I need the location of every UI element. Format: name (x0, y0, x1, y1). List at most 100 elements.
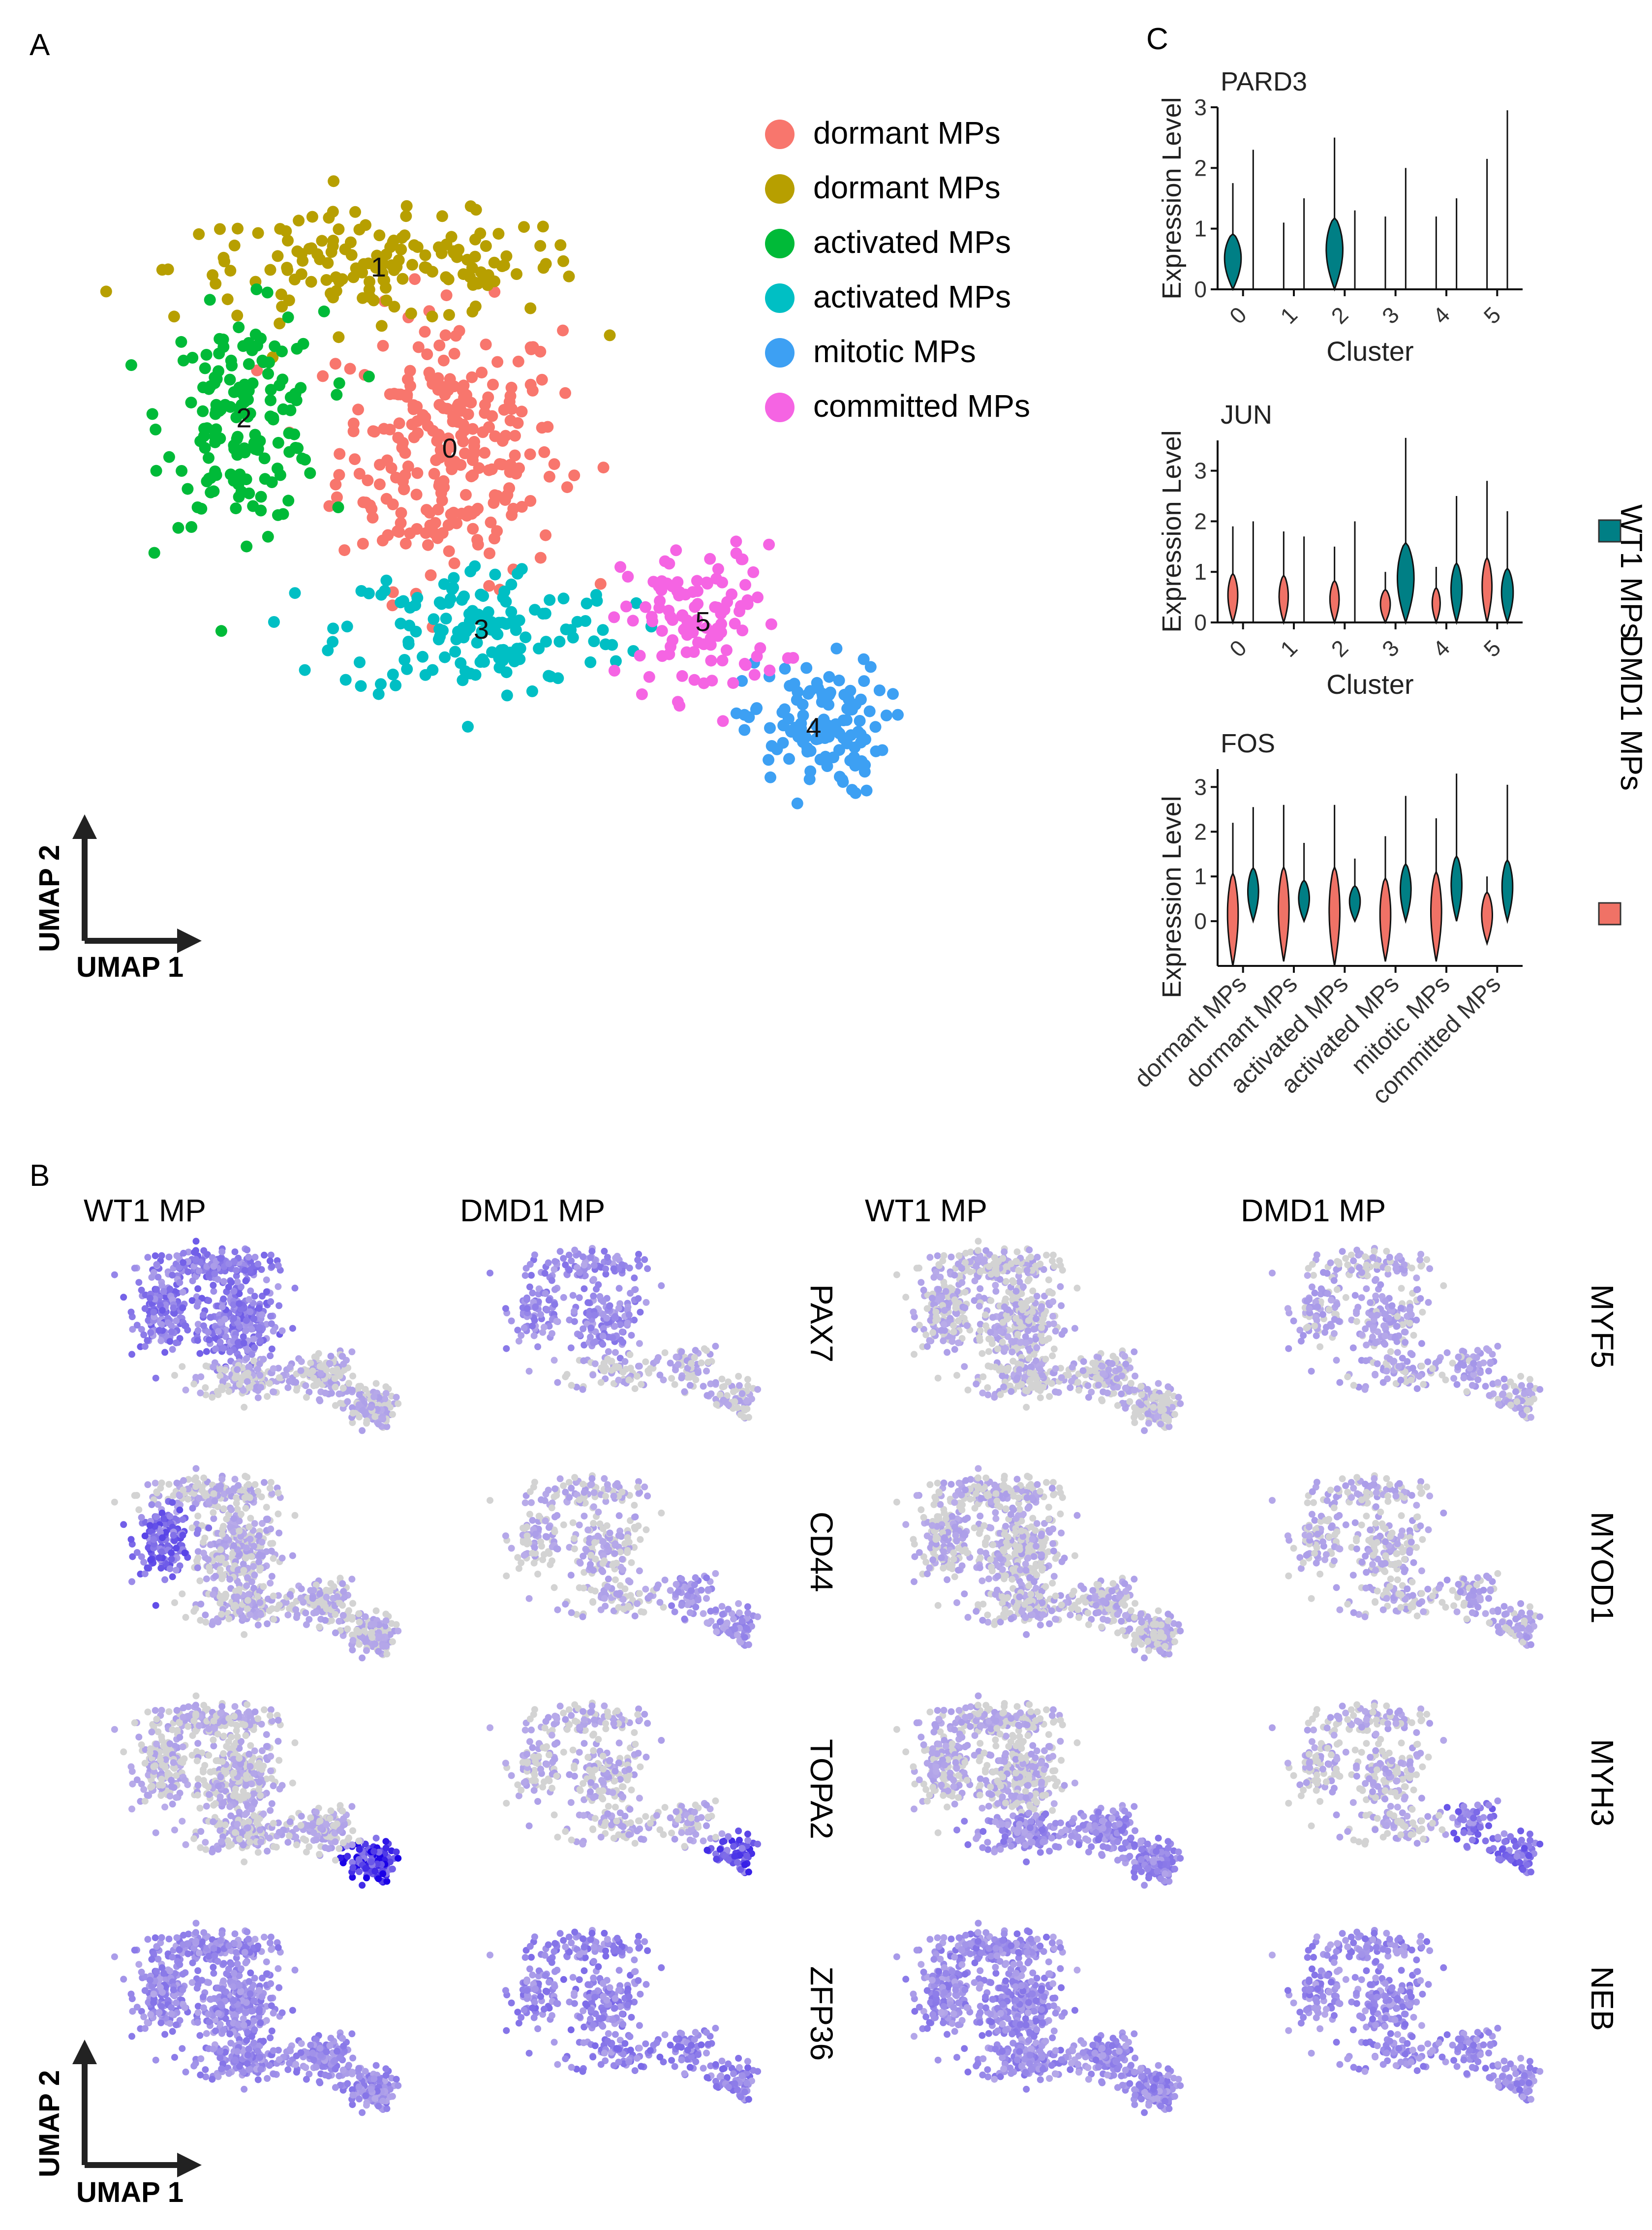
umap-point (163, 451, 175, 463)
umap-point (353, 467, 366, 480)
feature-point (541, 1270, 549, 1277)
feature-point (336, 1600, 343, 1607)
feature-point (203, 1348, 210, 1355)
umap-point (267, 411, 279, 424)
feature-point (1089, 1360, 1097, 1367)
umap-point (440, 613, 452, 625)
feature-point (171, 1372, 178, 1379)
umap-point (557, 324, 569, 337)
x-tick-label: 2 (1326, 302, 1353, 329)
feature-point (275, 1601, 283, 1609)
umap-point (507, 502, 520, 515)
umap-point (428, 467, 440, 480)
feature-point (1440, 1282, 1447, 1289)
feature-point (1362, 1325, 1369, 1332)
feature-point (1121, 1353, 1129, 1360)
feature-point (1050, 1345, 1058, 1353)
umap-point (438, 481, 450, 494)
feature-point (157, 1337, 165, 1344)
umap-point (213, 347, 225, 360)
feature-point (154, 1273, 162, 1281)
feature-point (225, 1388, 233, 1395)
umap-point (243, 385, 255, 397)
feature-point (242, 1277, 249, 1285)
feature-point (230, 1288, 238, 1295)
feature-point (1029, 1384, 1036, 1391)
feature-point (254, 1487, 262, 1495)
umap-point (282, 495, 295, 507)
feature-point (1416, 1373, 1423, 1380)
umap-point (476, 367, 488, 379)
umap-point (327, 622, 339, 635)
feature-point (158, 1321, 165, 1328)
feature-point (345, 1380, 352, 1387)
feature-point (1487, 1359, 1494, 1366)
feature-point (1373, 1262, 1380, 1269)
feature-point (349, 1600, 357, 1607)
feature-point (263, 1288, 270, 1296)
feature-point (152, 1374, 159, 1382)
feature-point (289, 1325, 296, 1332)
feature-point (1073, 1284, 1081, 1292)
feature-point (718, 1375, 726, 1383)
umap-point (752, 591, 764, 603)
feature-point (1037, 1260, 1044, 1268)
feature-point (508, 1317, 515, 1325)
umap-point (382, 529, 394, 541)
feature-point (382, 1617, 390, 1624)
umap-point (421, 348, 433, 360)
feature-point (1398, 1285, 1405, 1292)
umap-point (561, 481, 573, 494)
umap-point (156, 264, 168, 276)
feature-point (267, 1298, 275, 1305)
umap-point (751, 702, 763, 714)
umap-point (233, 321, 245, 334)
feature-point (1177, 1400, 1184, 1407)
feature-point (1114, 1384, 1121, 1391)
feature-point (1392, 1265, 1400, 1272)
feature-point (1416, 1256, 1424, 1264)
umap-point (257, 356, 270, 369)
feature-point (200, 1474, 208, 1482)
feature-point (236, 1608, 243, 1615)
feature-point (269, 1263, 275, 1270)
feature-point (393, 1394, 400, 1401)
feature-point (233, 1494, 240, 1501)
feature-point (194, 1554, 202, 1562)
feature-point (523, 1296, 530, 1303)
umap-point (443, 597, 455, 609)
feature-point (128, 1351, 135, 1358)
umap-point (177, 354, 189, 367)
umap-point (511, 268, 522, 280)
legend-item-1: dormant MPs (765, 170, 1001, 205)
umap-point (803, 773, 816, 785)
cluster-label-1: 1 (371, 251, 386, 282)
umap-point (251, 364, 263, 376)
feature-point (216, 1593, 224, 1601)
feature-point (975, 1256, 982, 1263)
umap-point (469, 560, 481, 572)
y-tick-label: 1 (1194, 559, 1207, 585)
feature-point (275, 1262, 282, 1269)
x-tick-label: 1 (1275, 302, 1302, 329)
feature-point (240, 1339, 247, 1347)
feature-point (1015, 1267, 1022, 1274)
feature-point (604, 1254, 611, 1261)
umap-point (215, 625, 227, 637)
umap-point (431, 532, 444, 544)
violin-body (1450, 561, 1463, 625)
feature-point (144, 1254, 152, 1261)
feature-point (356, 1618, 363, 1626)
feature-point (951, 1346, 958, 1353)
feature-point (170, 1532, 177, 1539)
umap-point (201, 422, 213, 434)
feature-point (1518, 1382, 1525, 1389)
feature-point (994, 1345, 1001, 1353)
umap-point (489, 430, 501, 442)
feature-point (590, 1339, 597, 1347)
feature-point (1374, 1360, 1381, 1367)
umap-point (331, 491, 343, 503)
feature-point (286, 1378, 293, 1385)
feature-point (226, 1348, 234, 1356)
umap-point (730, 707, 742, 719)
